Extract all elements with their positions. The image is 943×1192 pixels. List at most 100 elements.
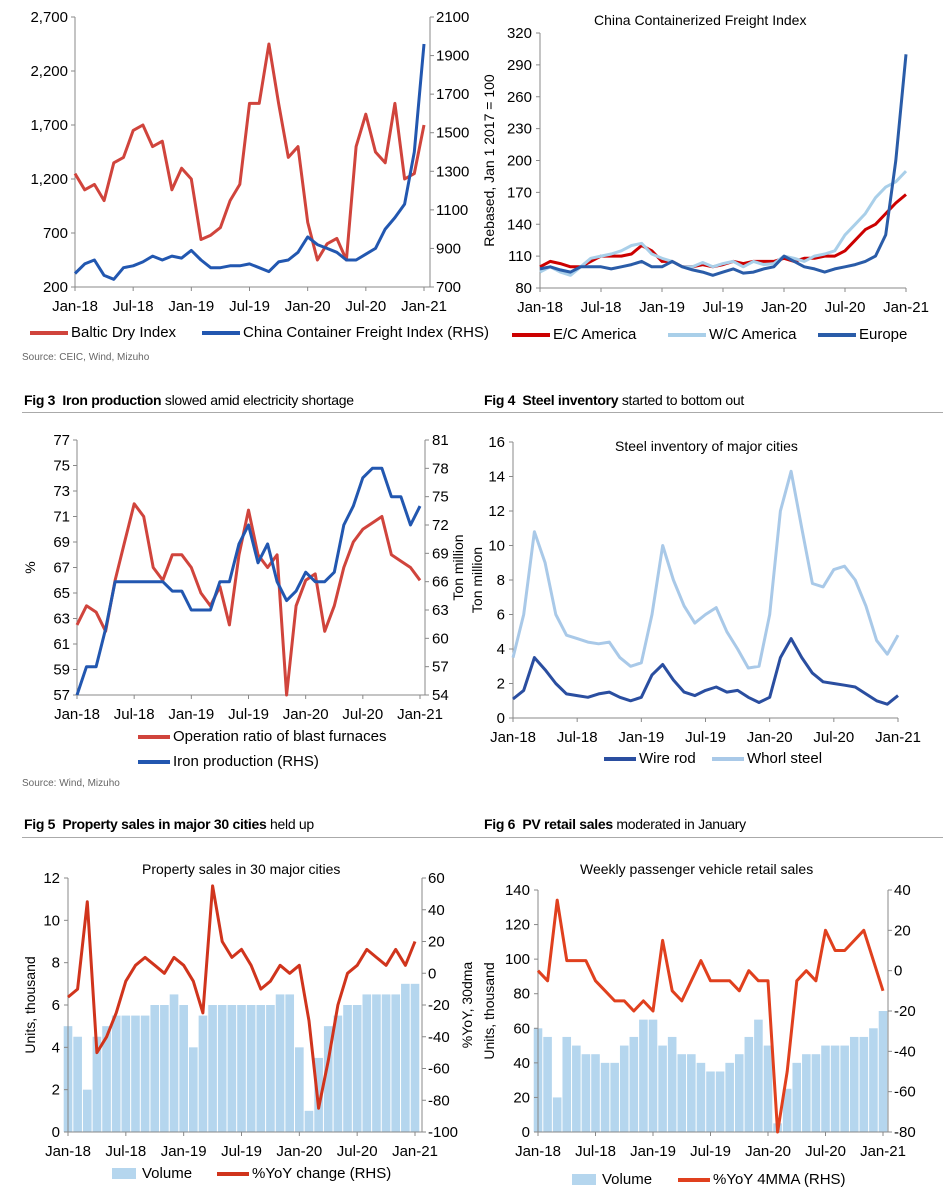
bar: [696, 1062, 706, 1132]
legend-swatch: [818, 332, 856, 337]
y-tick-label: 2,700: [30, 9, 68, 26]
fig4-heading: Fig 4 Steel inventory started to bottom …: [484, 392, 744, 408]
x-tick-label: Jan-19: [161, 1143, 207, 1160]
x-tick-label: Jan-19: [618, 729, 664, 746]
legend-label: %YoY change (RHS): [252, 1165, 392, 1182]
bar: [111, 1015, 121, 1132]
legend-swatch: [202, 330, 240, 335]
bar: [600, 1062, 610, 1132]
x-tick-label: Jan-21: [397, 706, 443, 723]
y2-tick-label: -40: [428, 1029, 450, 1046]
bar: [687, 1054, 696, 1132]
bar: [581, 1054, 591, 1132]
chart-title: Steel inventory of major cities: [615, 438, 798, 454]
fig-title-rest: moderated in January: [616, 816, 746, 832]
y2-axis-label: Ton million: [450, 534, 466, 600]
y-tick-label: 75: [53, 458, 70, 475]
legend-swatch: [668, 332, 706, 337]
x-tick-label: Jan-18: [45, 1143, 91, 1160]
x-tick-label: Jan-19: [168, 298, 214, 315]
line-series--yoy-change-rhs-: [67, 884, 417, 1110]
y-tick-label: 77: [53, 432, 70, 449]
y2-tick-label: 40: [894, 882, 911, 899]
bar: [333, 1015, 343, 1132]
line-series-operation-ratio-of-blast-furnaces: [75, 502, 422, 697]
legend-label: %YoY 4MMA (RHS): [713, 1171, 846, 1188]
fig-title-rest: slowed amid electricity shortage: [164, 392, 354, 408]
bar: [859, 1036, 869, 1132]
bar: [648, 1019, 658, 1132]
y2-tick-label: 69: [432, 545, 449, 562]
x-tick-label: Jan-19: [168, 706, 214, 723]
y2-tick-label: 60: [428, 870, 445, 887]
x-tick-label: Jan-19: [630, 1143, 676, 1160]
y2-tick-label: 40: [428, 902, 445, 919]
bar: [266, 1005, 275, 1132]
bar: [869, 1028, 878, 1132]
y2-tick-label: 700: [436, 279, 461, 296]
line-series--yoy-4mma-rhs-: [536, 898, 885, 1134]
bar: [677, 1054, 687, 1132]
y2-tick-label: 78: [432, 460, 449, 477]
legend-swatch: [512, 332, 550, 337]
bar: [802, 1054, 811, 1132]
chart-title: Weekly passenger vehicle retail sales: [580, 861, 814, 877]
y-tick-label: 14: [488, 469, 505, 486]
x-tick-label: Jul-19: [221, 1143, 262, 1160]
x-tick-label: Jan-21: [392, 1143, 438, 1160]
bar: [381, 994, 391, 1132]
x-tick-label: Jul-19: [685, 729, 726, 746]
x-tick-label: Jan-21: [860, 1143, 906, 1160]
y-tick-label: 320: [507, 25, 532, 42]
legend-item-volume: Volume: [572, 1171, 652, 1188]
y2-tick-label: -80: [428, 1092, 450, 1109]
y-axis-label: %: [22, 561, 38, 573]
fig-title-rest: started to bottom out: [621, 392, 744, 408]
bar: [667, 1036, 677, 1132]
chart-5: 0 2 4 6 8 10 12 -100 -80 -60 -40 -20 0 20 40 60 Jan-18 Ju…: [22, 870, 475, 1160]
y-tick-label: 140: [507, 216, 532, 233]
legend-label: W/C America: [709, 326, 797, 343]
x-tick-label: Jul-18: [113, 298, 154, 315]
y-tick-label: 2: [497, 676, 505, 693]
x-tick-label: Jul-18: [114, 706, 155, 723]
legend-label: Whorl steel: [747, 750, 823, 767]
y2-tick-label: 20: [894, 922, 911, 939]
x-tick-label: Jul-18: [575, 1143, 616, 1160]
line-series-whorl-steel: [511, 469, 900, 670]
bar: [734, 1054, 744, 1132]
y2-tick-label: 63: [432, 602, 449, 619]
x-tick-label: Jan-21: [401, 298, 447, 315]
legend-label: Iron production (RHS): [173, 753, 319, 770]
source-note: Source: CEIC, Wind, Mizuho: [22, 352, 150, 363]
bar: [285, 994, 295, 1132]
bar: [706, 1071, 715, 1132]
x-tick-label: Jan-18: [52, 298, 98, 315]
x-tick-label: Jul-20: [337, 1143, 378, 1160]
bar: [401, 983, 410, 1132]
y2-tick-label: -100: [428, 1124, 458, 1141]
bar: [658, 1045, 667, 1132]
legend-swatch: [712, 756, 744, 761]
fig3-heading: Fig 3 Iron production slowed amid electr…: [24, 392, 354, 408]
y-axis-label: Units, thousand: [481, 962, 497, 1059]
legend-item-volume: Volume: [112, 1165, 192, 1182]
y-tick-label: 12: [488, 503, 505, 520]
y2-tick-label: -80: [894, 1124, 916, 1141]
y-tick-label: 4: [52, 1039, 60, 1056]
y-tick-label: 67: [53, 560, 70, 577]
legend-swatch: [138, 759, 170, 764]
y-tick-label: 20: [513, 1089, 530, 1106]
bar: [92, 1036, 102, 1132]
x-tick-label: Jan-21: [883, 299, 929, 316]
bar: [256, 1005, 266, 1132]
legend-item-whorl-steel: Whorl steel: [712, 750, 822, 767]
fig-title-rest: held up: [270, 816, 314, 832]
y2-tick-label: 1500: [436, 125, 469, 142]
x-tick-label: Jan-19: [639, 299, 685, 316]
y-tick-label: 100: [505, 951, 530, 968]
y2-tick-label: 0: [894, 963, 902, 980]
x-tick-label: Jan-18: [517, 299, 563, 316]
bar: [227, 1005, 237, 1132]
